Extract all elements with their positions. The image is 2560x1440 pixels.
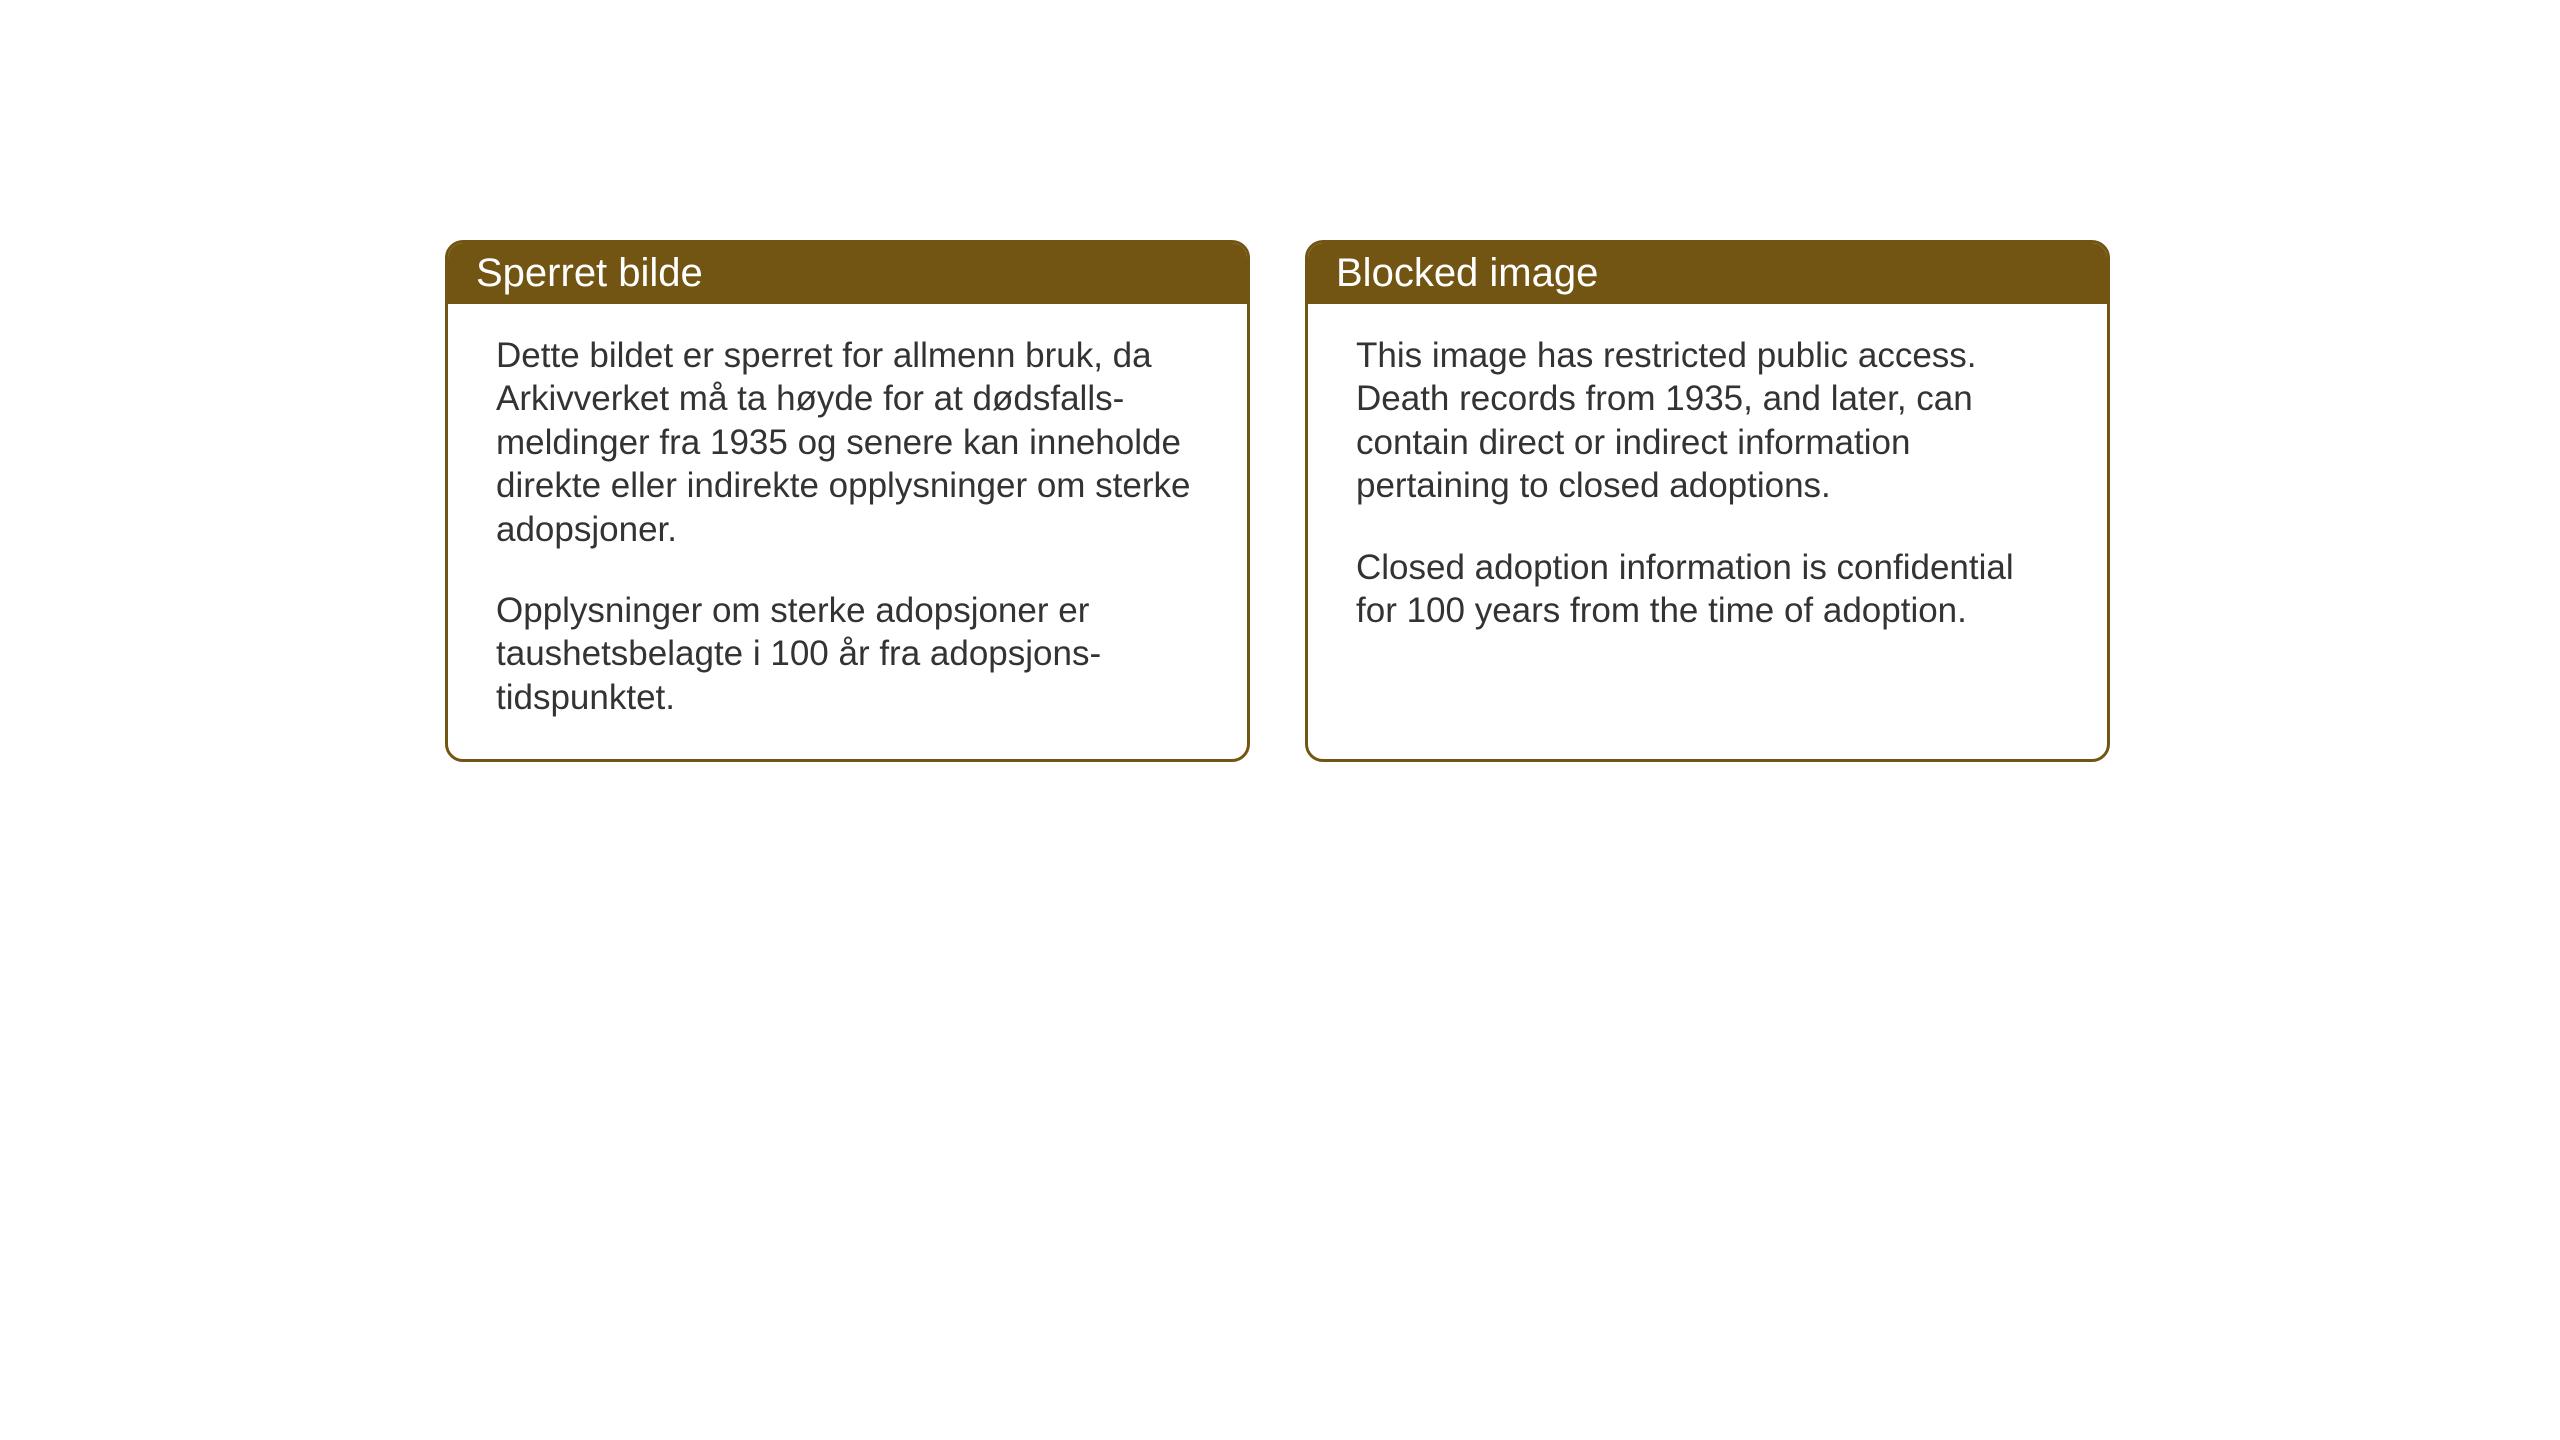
card-english-paragraph-1: This image has restricted public access.…	[1356, 334, 2059, 508]
card-norwegian-header: Sperret bilde	[448, 243, 1247, 304]
card-norwegian-paragraph-1: Dette bildet er sperret for allmenn bruk…	[496, 334, 1199, 551]
card-english-body: This image has restricted public access.…	[1308, 304, 2107, 672]
card-norwegian: Sperret bilde Dette bildet er sperret fo…	[445, 240, 1250, 762]
card-norwegian-paragraph-2: Opplysninger om sterke adopsjoner er tau…	[496, 589, 1199, 719]
cards-container: Sperret bilde Dette bildet er sperret fo…	[445, 240, 2560, 762]
card-norwegian-body: Dette bildet er sperret for allmenn bruk…	[448, 304, 1247, 759]
card-english-paragraph-2: Closed adoption information is confident…	[1356, 546, 2059, 633]
card-english: Blocked image This image has restricted …	[1305, 240, 2110, 762]
card-english-header: Blocked image	[1308, 243, 2107, 304]
card-norwegian-title: Sperret bilde	[476, 251, 703, 295]
card-english-title: Blocked image	[1336, 251, 1598, 295]
